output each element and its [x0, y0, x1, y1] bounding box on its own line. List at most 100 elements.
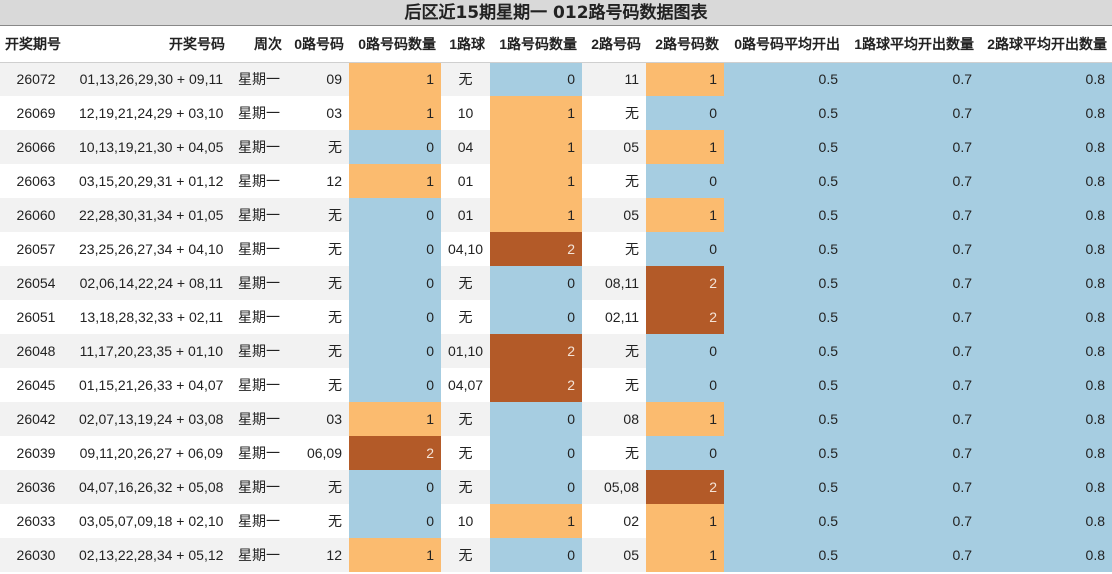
column-header[interactable]: 0路号码平均开出	[724, 26, 845, 63]
route0-numbers-cell: 03	[287, 402, 349, 436]
route0-avg-cell: 0.5	[724, 198, 845, 232]
route0-numbers-cell: 无	[287, 266, 349, 300]
route2-avg-cell: 0.8	[979, 334, 1112, 368]
route1-count-cell: 0	[490, 538, 582, 572]
column-header[interactable]: 周次	[230, 26, 287, 63]
draw-numbers-cell: 01,15,21,26,33 + 04,07	[72, 368, 230, 402]
route2-count-cell: 0	[646, 436, 724, 470]
table-row: 26045 01,15,21,26,33 + 04,07 星期一无 0 04,07 2 无 0…	[0, 368, 1112, 402]
route0-count-cell: 1	[349, 96, 441, 130]
issue-cell: 26060	[0, 198, 72, 232]
route1-count-cell: 0	[490, 300, 582, 334]
route0-count-cell: 0	[349, 470, 441, 504]
weekday-cell: 星期一	[230, 436, 287, 470]
route2-count-cell: 0	[646, 232, 724, 266]
table-row: 26069 12,19,21,24,29 + 03,10 星期一 03 1 10 1 无 0 0.…	[0, 96, 1112, 130]
table-row: 26054 02,06,14,22,24 + 08,11 星期一无 0 无 0 08,11 2…	[0, 266, 1112, 300]
route0-count-cell: 0	[349, 368, 441, 402]
issue-cell: 26039	[0, 436, 72, 470]
weekday-cell: 星期一	[230, 470, 287, 504]
route0-avg-cell: 0.5	[724, 96, 845, 130]
route1-numbers-cell: 无	[441, 470, 490, 504]
route2-numbers-cell: 02,11	[582, 300, 646, 334]
route1-avg-cell: 0.7	[845, 402, 979, 436]
issue-cell: 26051	[0, 300, 72, 334]
route0-numbers-cell: 无	[287, 470, 349, 504]
route0-numbers-cell: 无	[287, 368, 349, 402]
route2-count-cell: 2	[646, 266, 724, 300]
column-header[interactable]: 1路球平均开出数量	[845, 26, 979, 63]
draw-numbers-cell: 11,17,20,23,35 + 01,10	[72, 334, 230, 368]
table-row: 26036 04,07,16,26,32 + 05,08 星期一无 0 无 0 05,08 2…	[0, 470, 1112, 504]
route1-avg-cell: 0.7	[845, 300, 979, 334]
route0-numbers-cell: 12	[287, 538, 349, 572]
route1-numbers-cell: 01	[441, 164, 490, 198]
route1-avg-cell: 0.7	[845, 504, 979, 538]
table-row: 26048 11,17,20,23,35 + 01,10 星期一无 0 01,10 2 无 0…	[0, 334, 1112, 368]
column-header[interactable]: 2路号码	[582, 26, 646, 63]
route2-count-cell: 1	[646, 130, 724, 164]
column-header[interactable]: 开奖期号	[0, 26, 72, 63]
route1-numbers-cell: 10	[441, 504, 490, 538]
route2-numbers-cell: 05	[582, 198, 646, 232]
route2-numbers-cell: 无	[582, 164, 646, 198]
route1-numbers-cell: 04	[441, 130, 490, 164]
route0-avg-cell: 0.5	[724, 300, 845, 334]
route2-count-cell: 1	[646, 538, 724, 572]
column-header[interactable]: 1路球	[441, 26, 490, 63]
route0-avg-cell: 0.5	[724, 266, 845, 300]
draw-numbers-cell: 23,25,26,27,34 + 04,10	[72, 232, 230, 266]
route1-count-cell: 1	[490, 504, 582, 538]
table-row: 26057 23,25,26,27,34 + 04,10 星期一无 0 04,10 2 无 0…	[0, 232, 1112, 266]
route0-numbers-cell: 09	[287, 62, 349, 96]
weekday-cell: 星期一	[230, 538, 287, 572]
data-table: 开奖期号 开奖号码 周次 0路号码 0路号码数量 1路球 1路号码数量 2路号码…	[0, 26, 1112, 572]
column-header[interactable]: 开奖号码	[72, 26, 230, 63]
issue-cell: 26057	[0, 232, 72, 266]
issue-cell: 26063	[0, 164, 72, 198]
route0-numbers-cell: 无	[287, 300, 349, 334]
draw-numbers-cell: 02,07,13,19,24 + 03,08	[72, 402, 230, 436]
route1-avg-cell: 0.7	[845, 538, 979, 572]
route1-count-cell: 1	[490, 130, 582, 164]
route2-numbers-cell: 05,08	[582, 470, 646, 504]
table-row: 26060 22,28,30,31,34 + 01,05 星期一无 0 01 1 05 1 0.…	[0, 198, 1112, 232]
weekday-cell: 星期一	[230, 62, 287, 96]
issue-cell: 26048	[0, 334, 72, 368]
route1-count-cell: 1	[490, 96, 582, 130]
route1-numbers-cell: 04,07	[441, 368, 490, 402]
route0-numbers-cell: 无	[287, 504, 349, 538]
route2-avg-cell: 0.8	[979, 96, 1112, 130]
weekday-cell: 星期一	[230, 266, 287, 300]
route1-numbers-cell: 无	[441, 266, 490, 300]
weekday-cell: 星期一	[230, 164, 287, 198]
route2-numbers-cell: 08,11	[582, 266, 646, 300]
draw-numbers-cell: 09,11,20,26,27 + 06,09	[72, 436, 230, 470]
route0-count-cell: 1	[349, 402, 441, 436]
route2-count-cell: 2	[646, 300, 724, 334]
route1-count-cell: 0	[490, 62, 582, 96]
route1-avg-cell: 0.7	[845, 96, 979, 130]
route1-avg-cell: 0.7	[845, 62, 979, 96]
weekday-cell: 星期一	[230, 300, 287, 334]
column-header[interactable]: 2路球平均开出数量	[979, 26, 1112, 63]
column-header[interactable]: 1路号码数量	[490, 26, 582, 63]
route0-count-cell: 1	[349, 62, 441, 96]
route2-avg-cell: 0.8	[979, 300, 1112, 334]
route2-avg-cell: 0.8	[979, 436, 1112, 470]
route0-avg-cell: 0.5	[724, 470, 845, 504]
route1-numbers-cell: 01	[441, 198, 490, 232]
weekday-cell: 星期一	[230, 334, 287, 368]
column-header[interactable]: 0路号码数量	[349, 26, 441, 63]
route1-count-cell: 0	[490, 402, 582, 436]
issue-cell: 26069	[0, 96, 72, 130]
route1-numbers-cell: 01,10	[441, 334, 490, 368]
column-header[interactable]: 2路号码数	[646, 26, 724, 63]
column-header[interactable]: 0路号码	[287, 26, 349, 63]
table-row: 26072 01,13,26,29,30 + 09,11 星期一 09 1 无 0 11 1 0.…	[0, 62, 1112, 96]
route2-avg-cell: 0.8	[979, 130, 1112, 164]
draw-numbers-cell: 22,28,30,31,34 + 01,05	[72, 198, 230, 232]
route2-numbers-cell: 05	[582, 538, 646, 572]
route2-avg-cell: 0.8	[979, 232, 1112, 266]
route0-avg-cell: 0.5	[724, 334, 845, 368]
